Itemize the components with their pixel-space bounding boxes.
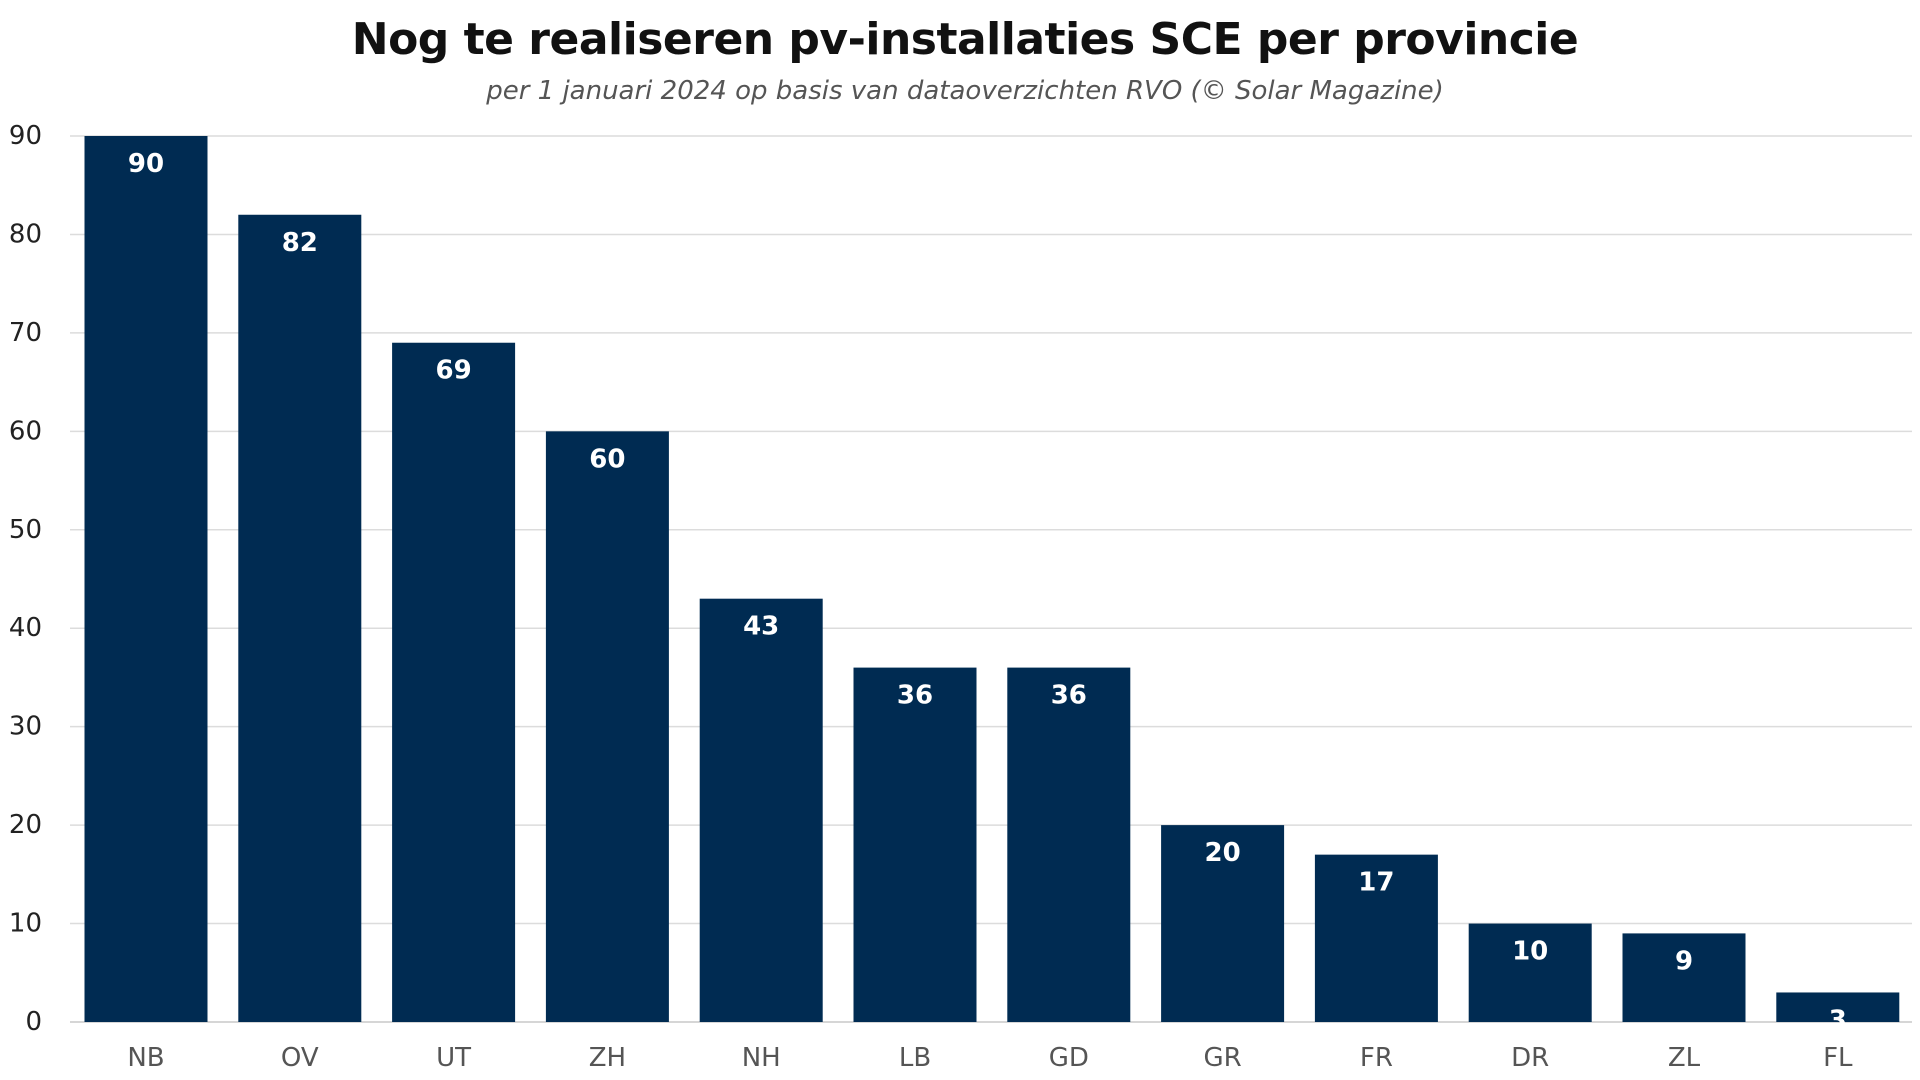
x-tick-label-lb: LB [899,1043,931,1073]
bar-gd [1007,667,1131,1022]
y-tick-label: 80 [9,219,42,249]
bar-dr [1468,923,1592,1022]
y-axis: 0 10 20 30 40 50 60 70 80 90 [9,121,42,1037]
data-label-lb: 36 [897,681,933,711]
data-label-nh: 43 [743,612,779,642]
y-tick-label: 60 [9,416,42,446]
bar-lb [853,667,977,1022]
x-tick-label-nh: NH [742,1043,781,1073]
bars [84,136,1900,1022]
y-tick-label: 70 [9,318,42,348]
x-tick-label-fl: FL [1823,1043,1853,1073]
x-tick-label-gr: GR [1203,1043,1241,1073]
y-tick-label: 0 [25,1007,42,1037]
y-tick-label: 40 [9,613,42,643]
data-label-zl: 9 [1675,946,1693,976]
bar-zl [1622,933,1746,1022]
x-tick-label-fr: FR [1360,1043,1393,1073]
data-label-gd: 36 [1051,681,1087,711]
y-tick-label: 20 [9,810,42,840]
bar-fr [1314,854,1438,1022]
y-tick-label: 90 [9,121,42,151]
data-label-gr: 20 [1205,838,1241,868]
grid-lines [70,135,1912,1023]
bar-gr [1161,825,1285,1022]
bar-zh [545,431,669,1022]
y-tick-label: 30 [9,712,42,742]
x-tick-label-dr: DR [1511,1043,1549,1073]
bar-fl [1776,992,1900,1022]
x-tick-label-ut: UT [436,1043,471,1073]
chart-title: Nog te realiseren pv-installaties SCE pe… [351,14,1579,65]
bar-ov [238,214,362,1022]
data-labels: 90 82 69 60 43 36 36 20 17 10 9 3 [128,149,1847,1035]
data-label-dr: 10 [1512,937,1548,967]
x-tick-label-nb: NB [127,1043,164,1073]
data-label-fr: 17 [1358,868,1394,898]
data-label-ov: 82 [282,228,318,258]
x-tick-label-gd: GD [1049,1043,1089,1073]
data-label-nb: 90 [128,149,164,179]
bar-nb [84,136,208,1022]
x-axis: NB OV UT ZH NH LB GD GR FR DR ZL FL [127,1043,1853,1073]
x-tick-label-zl: ZL [1668,1043,1701,1073]
data-label-fl: 3 [1829,1005,1847,1035]
x-tick-label-zh: ZH [589,1043,626,1073]
bar-ut [392,342,516,1022]
y-tick-label: 10 [9,909,42,939]
x-tick-label-ov: OV [281,1043,319,1073]
data-label-ut: 69 [436,356,472,386]
y-tick-label: 50 [9,515,42,545]
bar-nh [699,598,823,1022]
data-label-zh: 60 [589,444,625,474]
chart-subtitle: per 1 januari 2024 op basis van dataover… [486,76,1444,106]
